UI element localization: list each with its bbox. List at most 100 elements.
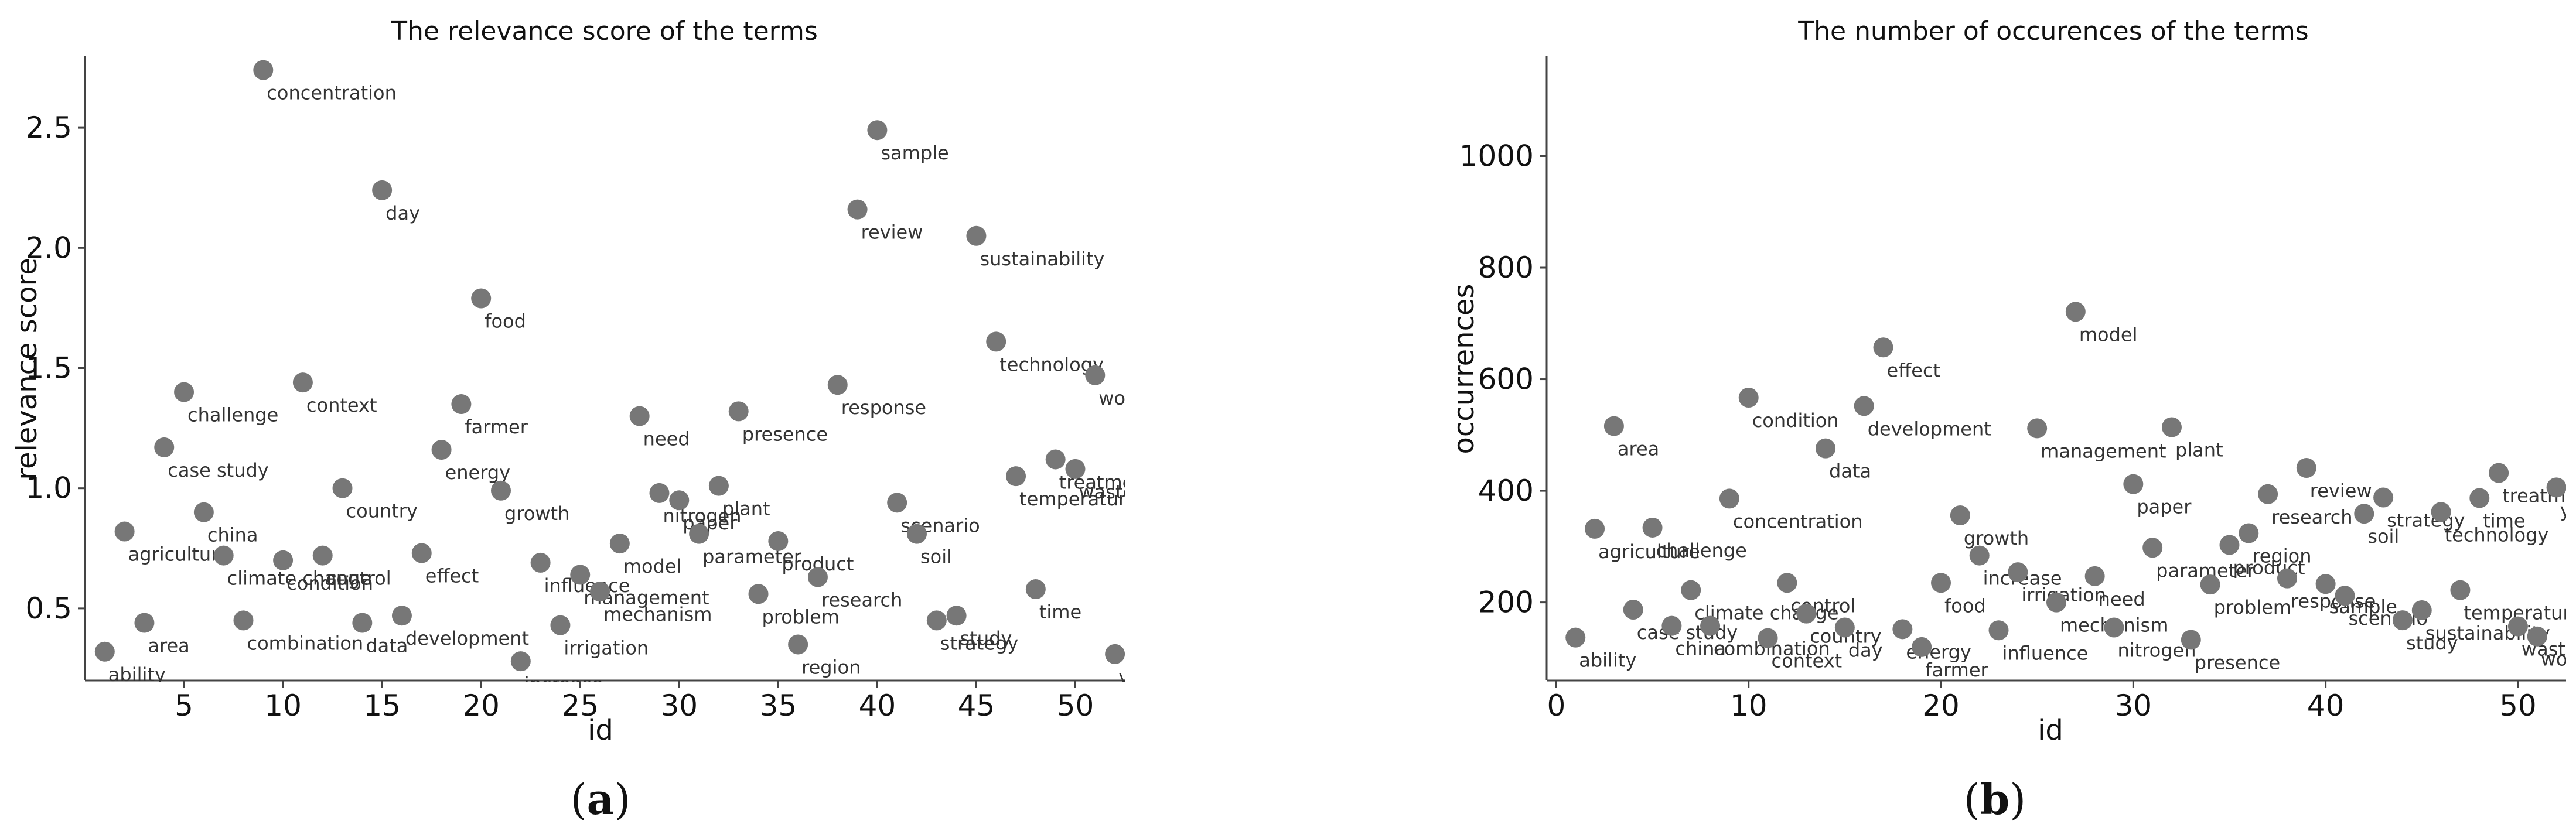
data-point	[986, 331, 1006, 352]
data-point	[887, 493, 907, 513]
data-point	[1585, 518, 1605, 539]
data-point	[2219, 535, 2240, 555]
x-tick-label: 0	[1547, 689, 1566, 723]
point-label: model	[2079, 323, 2138, 346]
data-point	[2507, 616, 2528, 637]
point-label: ability	[1579, 649, 1636, 672]
point-label: context	[306, 394, 377, 416]
data-point	[134, 613, 155, 633]
data-point	[788, 634, 808, 655]
data-point	[1623, 600, 1643, 620]
data-point	[2431, 502, 2451, 522]
point-label: waste	[1079, 481, 1134, 503]
point-label: concentration	[267, 82, 397, 104]
data-point	[1661, 615, 1682, 636]
panel-a: The relevance score of the terms 0.5 1.0 1…	[11, 16, 1164, 824]
y-tick-label: 800	[1478, 251, 1534, 285]
point-label: response	[2291, 590, 2376, 613]
point-label: presence	[742, 423, 828, 445]
point-label: presence	[2195, 651, 2280, 673]
data-point	[847, 199, 868, 220]
data-point	[1681, 580, 1701, 600]
x-axis-label: id	[588, 714, 613, 747]
point-label: data	[1829, 460, 1871, 483]
point-label: research	[821, 589, 902, 611]
data-point	[451, 394, 472, 415]
data-point	[1025, 579, 1046, 600]
point-label: time	[1039, 601, 1081, 623]
x-tick-label: 30	[660, 689, 698, 723]
data-point	[768, 531, 789, 551]
x-tick-label: 35	[760, 689, 797, 723]
y-tick-label: 2.5	[25, 111, 72, 145]
data-point	[2046, 592, 2066, 613]
data-point	[1816, 438, 1836, 459]
panel-b: The number of occurences of the terms 20…	[1448, 16, 2566, 824]
data-point	[1969, 545, 1990, 566]
data-point	[1603, 416, 1624, 436]
data-point	[154, 437, 175, 457]
point-label: soil	[920, 546, 952, 568]
point-label: climate change	[227, 567, 371, 590]
y-axis-label: relevance score	[11, 258, 43, 480]
point-label: development	[1868, 418, 1991, 440]
y-tick-label: 2.0	[25, 231, 72, 265]
data-point	[1758, 628, 1778, 648]
plot-area: 200 400 600 800 1000 0 10 20 30 40 50 ability agri…	[1459, 56, 2566, 723]
data-point	[570, 565, 591, 585]
point-label: day	[385, 202, 420, 224]
x-tick-label: 40	[859, 689, 896, 723]
point-label: irrigation	[564, 637, 649, 659]
data-point	[1777, 573, 1797, 593]
data-point	[1719, 488, 1739, 509]
data-point	[2277, 568, 2297, 589]
data-point	[1834, 617, 1855, 638]
data-point	[352, 613, 373, 633]
point-label: research	[2271, 506, 2352, 528]
point-label: need	[2099, 588, 2145, 610]
point-label: condition	[286, 572, 373, 594]
chart-title: The relevance score of the terms	[391, 16, 818, 46]
point-label: china	[1675, 638, 1726, 660]
x-tick-label: 50	[1057, 689, 1094, 723]
x-tick-label: 10	[1730, 689, 1768, 723]
data-point	[649, 483, 670, 503]
data-point	[689, 524, 709, 544]
point-label: challenge	[1656, 539, 1747, 562]
data-point	[1642, 517, 1663, 538]
data-point	[431, 440, 452, 460]
data-point	[174, 382, 195, 402]
data-point	[2450, 580, 2471, 600]
plot-area: 0.5 1.0 1.5 2.0 2.5 5 10 15 20 25 30 35 40 45 50 abil…	[25, 56, 1164, 723]
data-point	[1950, 505, 1970, 526]
data-point	[2489, 463, 2509, 483]
data-point	[510, 651, 531, 672]
point-label: condition	[1752, 409, 1839, 432]
data-point	[907, 524, 927, 544]
point-label: increase	[524, 673, 603, 695]
data-point	[114, 521, 135, 542]
point-label: plant	[722, 498, 770, 520]
point-label: data	[366, 635, 408, 657]
point-label: growth	[1964, 527, 2029, 549]
data-point	[926, 610, 947, 631]
point-label: yield	[1118, 666, 1164, 688]
y-tick-label: 600	[1478, 363, 1534, 396]
data-point	[2335, 586, 2355, 606]
data-marks: ability agriculture area case study challeng…	[94, 60, 1164, 695]
x-tick-label: 20	[462, 689, 500, 723]
data-point	[946, 606, 967, 626]
point-label: paper	[2137, 496, 2192, 518]
point-label: region	[801, 656, 861, 678]
data-point	[669, 490, 690, 511]
point-label: review	[2310, 480, 2372, 502]
y-tick-label: 0.5	[25, 591, 72, 625]
data-point	[332, 478, 353, 498]
y-tick-label: 1.5	[25, 351, 72, 385]
data-point	[2527, 626, 2547, 647]
data-point	[2373, 487, 2394, 508]
point-label: case study	[168, 459, 268, 481]
x-tick-label: 30	[2115, 689, 2152, 723]
chart-title: The number of occurences of the terms	[1797, 16, 2308, 46]
